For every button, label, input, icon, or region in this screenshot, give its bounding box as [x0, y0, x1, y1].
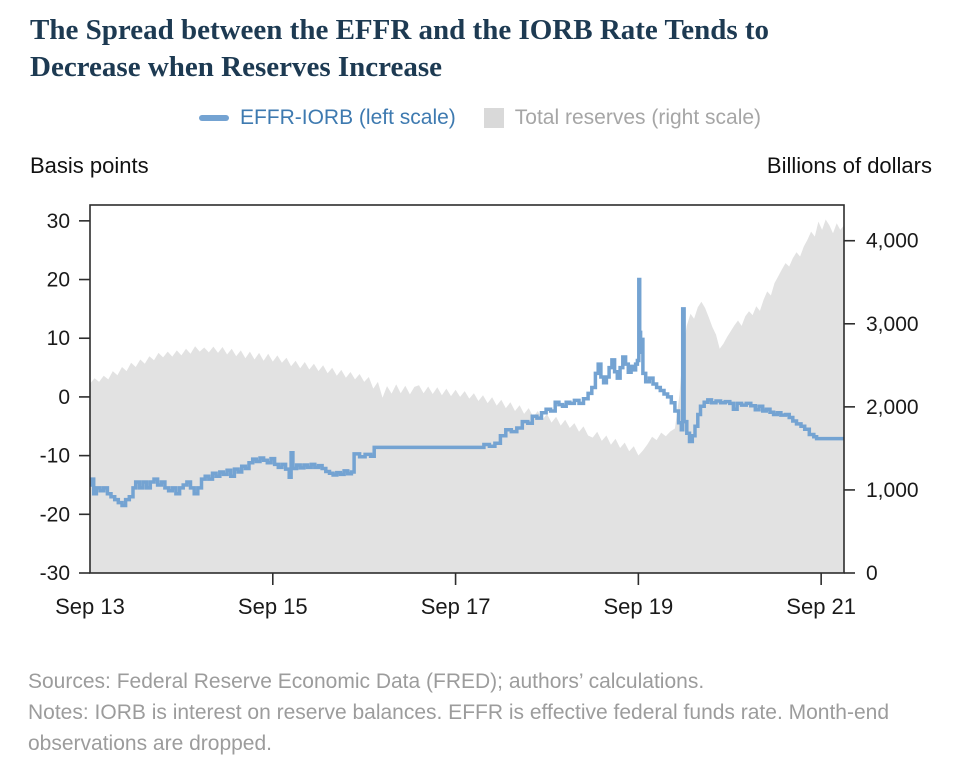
x-tick-label: Sep 17 — [421, 594, 491, 619]
x-tick-label: Sep 15 — [238, 594, 308, 619]
reserves-area — [90, 219, 844, 573]
spread-line — [90, 277, 844, 508]
y-left-tick-label: 10 — [47, 327, 70, 350]
y-right-tick-label: 2,000 — [866, 396, 919, 419]
page-title-line1: The Spread between the EFFR and the IORB… — [30, 14, 770, 46]
chart-legend: EFFR-IORB (left scale) Total reserves (r… — [0, 103, 960, 133]
x-tick-label: Sep 19 — [603, 594, 673, 619]
y-left-tick-label: -10 — [40, 445, 70, 468]
footnotes: Sources: Federal Reserve Economic Data (… — [28, 666, 912, 759]
y-left-tick-label: 20 — [47, 269, 70, 292]
page-title: The Spread between the EFFR and the IORB… — [30, 12, 945, 86]
page-title-line2: Decrease when Reserves Increase — [30, 51, 443, 83]
y-left-tick-label: -30 — [40, 562, 70, 585]
y-left-tick-label: 30 — [47, 210, 70, 233]
y-left-tick-label: -20 — [40, 503, 70, 526]
right-axis-caption: Billions of dollars — [766, 153, 932, 178]
y-right-tick-label: 3,000 — [866, 313, 919, 336]
y-left-tick-label: 0 — [58, 386, 70, 409]
left-axis-caption: Basis points — [30, 153, 149, 178]
legend-label-reserves: Total reserves (right scale) — [514, 106, 762, 129]
spread-reserves-chart: 30 20 10 0 -10 -20 -30 4,000 3,000 2,000 1,000 0 Sep… — [40, 204, 919, 619]
legend-label-spread: EFFR-IORB (left scale) — [239, 106, 456, 129]
x-tick-label: Sep 21 — [786, 594, 856, 619]
x-tick-label: Sep 13 — [55, 594, 125, 619]
line-swatch-icon — [198, 115, 229, 121]
legend-item-spread: EFFR-IORB (left scale) — [198, 106, 456, 130]
sources-text: Sources: Federal Reserve Economic Data (… — [28, 670, 705, 693]
y-right-tick-label: 4,000 — [866, 230, 919, 253]
legend-item-reserves: Total reserves (right scale) — [483, 106, 762, 130]
notes-text: Notes: IORB is interest on reserve balan… — [28, 701, 890, 755]
y-right-tick-label: 1,000 — [866, 479, 919, 502]
area-swatch-icon — [483, 108, 504, 128]
plot-frame — [89, 204, 845, 574]
y-right-tick-label: 0 — [866, 562, 878, 585]
